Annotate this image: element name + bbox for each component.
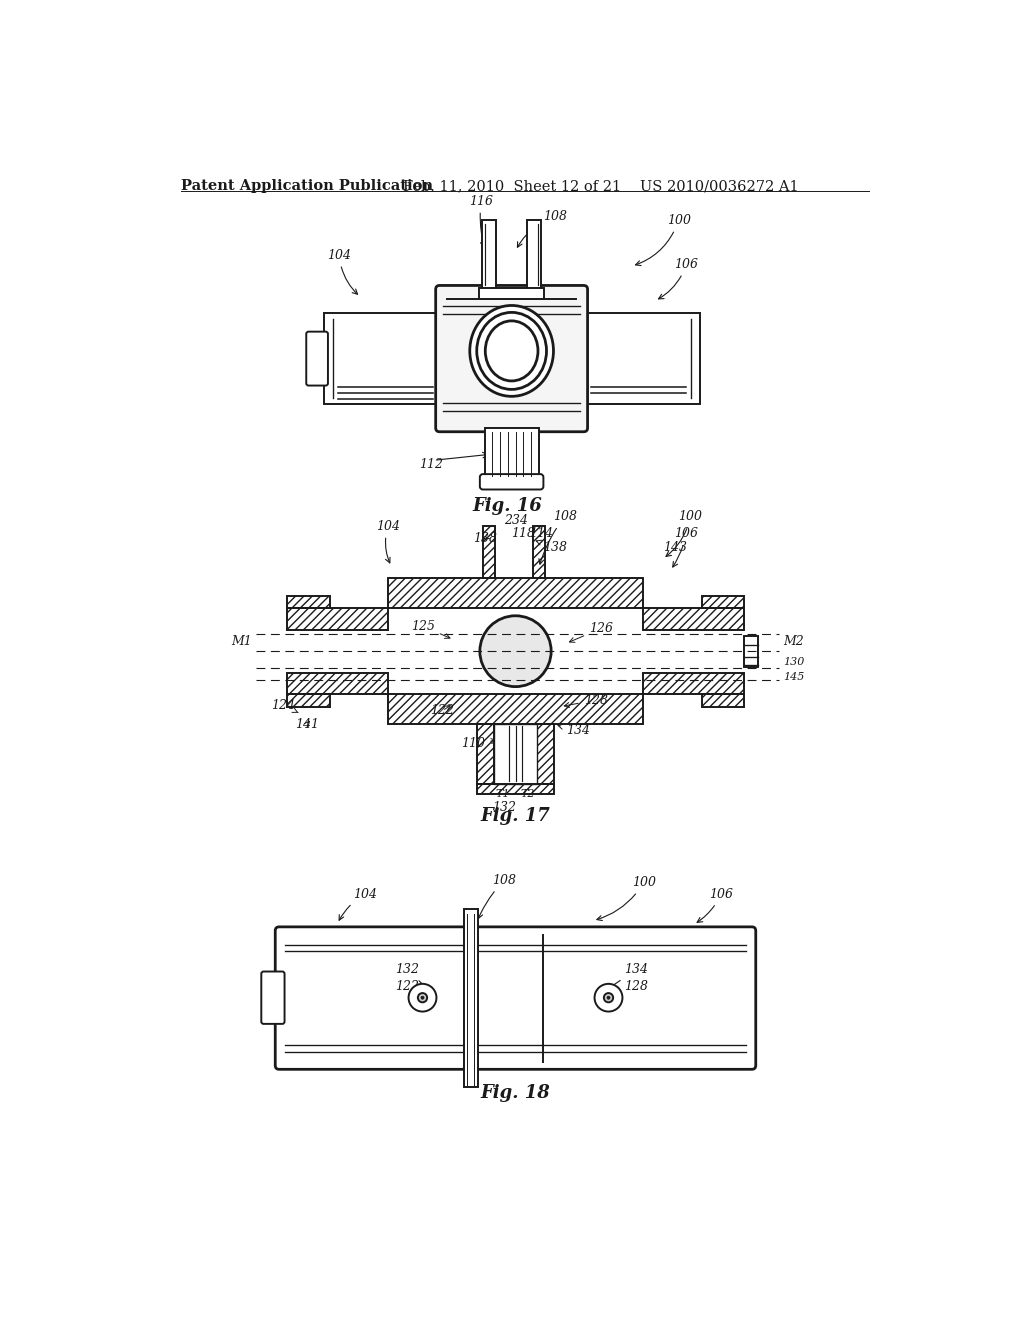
Bar (388, 694, 643, 725)
FancyBboxPatch shape (480, 474, 544, 490)
Bar (477, 725, 494, 784)
Circle shape (409, 983, 436, 1011)
Bar (287, 673, 388, 694)
Text: T1: T1 (496, 789, 510, 799)
Circle shape (418, 993, 427, 1002)
Text: 125: 125 (411, 619, 450, 639)
Bar (287, 673, 388, 694)
Bar (527, 220, 541, 289)
Bar (701, 595, 744, 609)
Circle shape (604, 993, 613, 1002)
FancyBboxPatch shape (435, 285, 588, 432)
Circle shape (480, 615, 551, 686)
Text: 132: 132 (493, 801, 516, 814)
Bar (464, 909, 477, 1088)
Text: 100: 100 (636, 214, 690, 265)
Bar (701, 694, 744, 706)
Text: 130: 130 (783, 657, 804, 667)
Bar (643, 673, 744, 694)
Bar (483, 525, 496, 578)
Text: 124: 124 (271, 700, 298, 713)
Text: 104: 104 (376, 520, 400, 562)
Bar (643, 673, 744, 694)
Text: Patent Application Publication: Patent Application Publication (180, 180, 433, 193)
Text: Fig. 18: Fig. 18 (480, 1084, 550, 1102)
Text: 118: 118 (512, 527, 536, 540)
FancyBboxPatch shape (261, 972, 285, 1024)
Bar (388, 694, 643, 725)
Text: 234: 234 (504, 515, 528, 527)
Ellipse shape (477, 313, 547, 389)
Text: 100: 100 (666, 511, 702, 557)
Text: 128: 128 (564, 693, 607, 708)
Text: Fig. 16: Fig. 16 (473, 498, 543, 515)
Bar (643, 609, 744, 630)
Bar (287, 694, 330, 706)
Bar (287, 595, 330, 609)
Bar (538, 725, 554, 784)
Bar (477, 784, 554, 793)
Text: M1: M1 (231, 635, 252, 648)
Bar (388, 578, 643, 609)
Bar (744, 636, 758, 667)
Text: 128: 128 (604, 979, 648, 1001)
Bar (538, 725, 554, 784)
Text: 114: 114 (529, 527, 553, 540)
Circle shape (607, 997, 610, 999)
Text: 126: 126 (569, 622, 613, 643)
Bar (701, 595, 744, 609)
Text: 132: 132 (395, 964, 430, 991)
FancyBboxPatch shape (275, 927, 756, 1069)
Text: 138: 138 (473, 532, 497, 545)
Text: 108: 108 (517, 210, 566, 247)
Circle shape (421, 997, 424, 999)
FancyBboxPatch shape (306, 331, 328, 385)
Text: Fig. 17: Fig. 17 (480, 808, 550, 825)
Text: 110: 110 (461, 738, 497, 751)
Bar (479, 288, 544, 298)
Bar (643, 609, 744, 630)
Text: 106: 106 (673, 527, 698, 568)
Bar (532, 525, 545, 578)
Text: 108: 108 (478, 874, 516, 919)
Text: 134: 134 (604, 964, 648, 991)
Bar (482, 220, 496, 289)
Ellipse shape (470, 305, 554, 396)
Bar (388, 578, 643, 609)
Text: T2: T2 (520, 789, 536, 799)
Text: 145: 145 (783, 672, 804, 682)
Text: 112: 112 (419, 458, 442, 471)
Text: 106: 106 (697, 887, 733, 923)
Bar (477, 725, 494, 784)
Text: 134: 134 (558, 725, 590, 738)
Text: 122: 122 (430, 705, 455, 717)
Text: 104: 104 (339, 887, 377, 920)
Text: 100: 100 (597, 876, 655, 920)
Bar (484, 428, 539, 480)
Bar (483, 525, 496, 578)
Bar (477, 784, 554, 793)
Text: Feb. 11, 2010  Sheet 12 of 21: Feb. 11, 2010 Sheet 12 of 21 (403, 180, 622, 193)
Circle shape (595, 983, 623, 1011)
Bar (287, 595, 330, 609)
Text: US 2010/0036272 A1: US 2010/0036272 A1 (640, 180, 798, 193)
Text: 104: 104 (328, 248, 357, 294)
Bar (532, 525, 545, 578)
Ellipse shape (485, 321, 538, 381)
Bar (701, 694, 744, 706)
Bar (324, 313, 438, 404)
Text: 122: 122 (395, 979, 430, 999)
Text: 116: 116 (469, 194, 493, 247)
Text: 106: 106 (658, 257, 698, 298)
Bar (287, 694, 330, 706)
Bar (287, 609, 388, 630)
Text: 141: 141 (295, 718, 318, 731)
Text: 143: 143 (663, 541, 687, 554)
Bar (287, 609, 388, 630)
Bar (586, 313, 700, 404)
Text: M2: M2 (783, 635, 804, 648)
Text: 108: 108 (539, 511, 577, 564)
Text: 138: 138 (537, 540, 566, 554)
Bar (494, 725, 538, 784)
